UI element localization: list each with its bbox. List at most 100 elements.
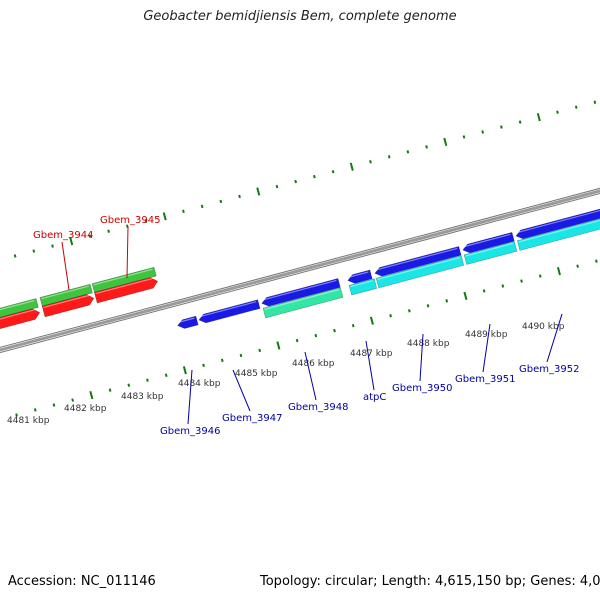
gene-label: Gbem_3947 [222, 413, 282, 424]
kbp-label: 4487 kbp [350, 349, 393, 359]
major-tick [89, 390, 94, 400]
accession-text: Accession: NC_011146 [8, 574, 156, 589]
minor-tick [576, 264, 580, 268]
minor-tick [445, 299, 449, 303]
gc-content-block [375, 255, 465, 289]
gc-skew-block [39, 283, 93, 307]
minor-tick [426, 304, 430, 308]
major-tick [69, 236, 74, 246]
cds-forward-gene [177, 315, 199, 329]
minor-tick [295, 338, 299, 343]
minor-tick [239, 353, 243, 358]
map-title: Geobacter bemidjiensis Bem, complete gen… [143, 9, 457, 24]
gene-label-leader [126, 226, 129, 279]
major-tick [536, 113, 541, 122]
kbp-label: 4488 kbp [407, 339, 450, 349]
minor-tick [313, 174, 316, 179]
minor-tick [406, 150, 410, 154]
minor-tick [314, 333, 318, 338]
minor-tick [574, 105, 578, 109]
gene-label-leader [365, 340, 375, 391]
minor-tick [389, 314, 392, 318]
minor-tick [387, 155, 391, 159]
minor-tick [294, 179, 298, 184]
major-tick [443, 137, 448, 147]
gc-content-block [262, 287, 344, 319]
minor-tick [333, 328, 336, 333]
minor-tick [88, 234, 92, 238]
gc-content-block [516, 206, 600, 251]
gene-label-leader [419, 333, 424, 382]
minor-tick [258, 348, 262, 353]
minor-tick [595, 259, 598, 263]
minor-tick [462, 135, 466, 139]
minor-tick [164, 373, 168, 377]
minor-tick [220, 358, 224, 363]
minor-tick [52, 403, 56, 407]
gene-label-leader [546, 313, 563, 363]
minor-tick [369, 160, 372, 164]
kbp-label: 4481 kbp [7, 416, 50, 426]
gene-label: Gbem_3944 [33, 230, 93, 241]
minor-tick [351, 323, 355, 328]
minor-tick [51, 244, 54, 248]
gene-label: Gbem_3946 [160, 426, 220, 437]
minor-tick [108, 388, 112, 392]
minor-tick [501, 284, 505, 288]
minor-tick [107, 229, 110, 233]
minor-tick [33, 408, 37, 412]
minor-tick [556, 110, 559, 114]
cds-reverse-gene [0, 308, 41, 336]
minor-tick [219, 199, 223, 204]
minor-tick [500, 125, 503, 129]
kbp-label: 4490 kbp [522, 322, 565, 332]
minor-tick [238, 194, 241, 199]
minor-tick [275, 184, 279, 189]
gene-label: Gbem_3951 [455, 374, 515, 385]
minor-tick [425, 145, 428, 149]
gene-label-leader [187, 369, 193, 425]
major-tick [162, 212, 167, 221]
backbone [0, 187, 600, 354]
major-tick [369, 316, 374, 325]
cds-forward-gene [374, 246, 462, 277]
cds-forward-gene [347, 269, 373, 284]
gene-features [0, 197, 600, 336]
minor-tick [13, 254, 17, 258]
major-tick [463, 291, 468, 301]
major-tick [182, 366, 187, 375]
minor-tick [202, 363, 205, 368]
gene-label: Gbem_3952 [519, 364, 579, 375]
cds-forward-gene [198, 299, 261, 324]
backbone-line [0, 192, 600, 354]
gene-label: Gbem_3948 [288, 402, 348, 413]
kbp-label: 4484 kbp [178, 379, 221, 389]
minor-tick [32, 249, 36, 253]
minor-tick [538, 274, 542, 278]
backbone-line [0, 189, 600, 352]
gc-content-block [463, 241, 518, 265]
kbp-label: 4485 kbp [235, 369, 278, 379]
major-tick [256, 187, 261, 196]
cds-forward-gene [462, 231, 515, 254]
gene-label-leader [304, 351, 317, 401]
minor-tick [182, 209, 185, 214]
major-tick [276, 341, 281, 350]
minor-tick [200, 204, 204, 209]
minor-tick [407, 309, 411, 313]
genome-summary-text: Topology: circular; Length: 4,615,150 bp… [260, 574, 600, 589]
kbp-label: 4483 kbp [121, 392, 164, 402]
minor-tick [331, 169, 335, 174]
minor-tick [593, 100, 597, 104]
kbp-label: 4482 kbp [64, 404, 107, 414]
gene-label-leader [232, 369, 251, 412]
minor-tick [481, 130, 485, 134]
backbone-line [0, 187, 600, 348]
major-tick [349, 162, 354, 171]
gc-content-block [348, 278, 378, 296]
minor-tick [520, 279, 523, 283]
outer-tick-ring [13, 100, 597, 258]
